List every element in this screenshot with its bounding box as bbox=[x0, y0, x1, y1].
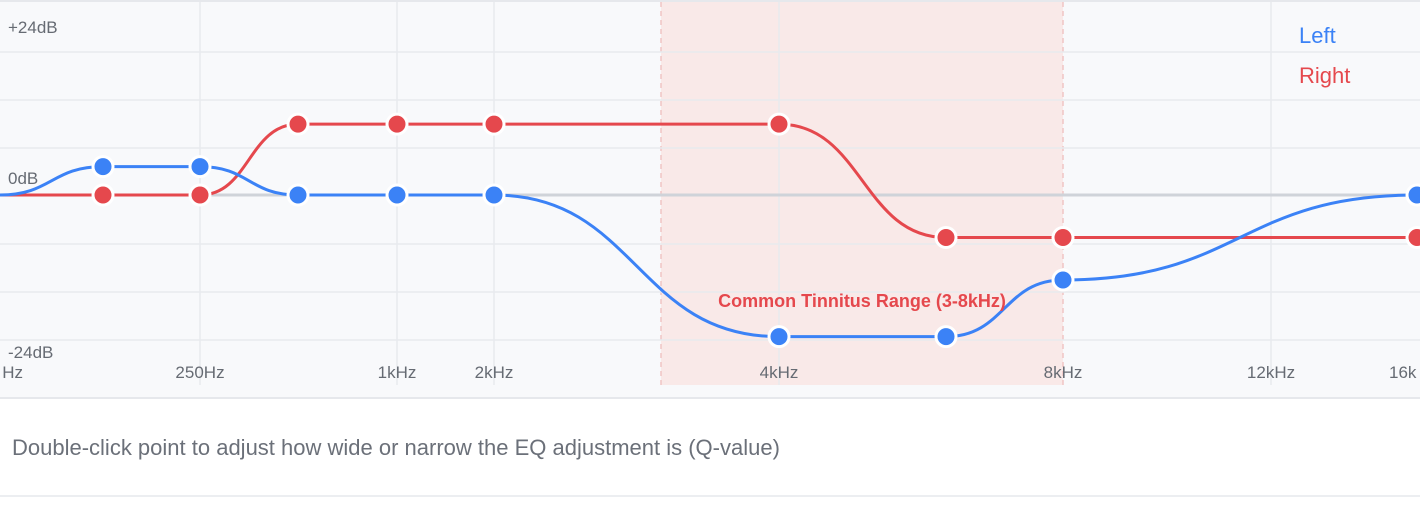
left-eq-point[interactable] bbox=[188, 155, 212, 179]
x-tick-label: 12kHz bbox=[1247, 363, 1295, 382]
left-eq-point[interactable] bbox=[91, 155, 115, 179]
right-eq-point[interactable] bbox=[286, 112, 310, 136]
tinnitus-range-label: Common Tinnitus Range (3-8kHz) bbox=[718, 291, 1006, 311]
right-eq-point[interactable] bbox=[767, 112, 791, 136]
x-tick-label: 1kHz bbox=[378, 363, 417, 382]
y-label-top: +24dB bbox=[8, 18, 58, 37]
x-tick-label: 2kHz bbox=[475, 363, 514, 382]
y-label-zero: 0dB bbox=[8, 169, 38, 188]
x-tick-label: 250Hz bbox=[175, 363, 224, 382]
x-tick-label: 16k bbox=[1389, 363, 1417, 382]
right-eq-point[interactable] bbox=[188, 183, 212, 207]
y-label-bottom: -24dB bbox=[8, 343, 53, 362]
x-tick-label: 4kHz bbox=[760, 363, 799, 382]
x-tick-label: 8kHz bbox=[1044, 363, 1083, 382]
divider bbox=[0, 495, 1420, 497]
right-eq-point[interactable] bbox=[934, 226, 958, 249]
left-eq-point[interactable] bbox=[767, 325, 791, 349]
left-eq-point[interactable] bbox=[934, 325, 958, 349]
left-eq-point[interactable] bbox=[1405, 183, 1420, 207]
q-value-hint: Double-click point to adjust how wide or… bbox=[12, 435, 780, 460]
right-eq-point[interactable] bbox=[91, 183, 115, 207]
right-eq-point[interactable] bbox=[385, 112, 409, 136]
x-tick-label: Hz bbox=[2, 363, 23, 382]
right-eq-point[interactable] bbox=[1405, 226, 1420, 249]
left-eq-point[interactable] bbox=[286, 183, 310, 207]
legend-right[interactable]: Right bbox=[1299, 63, 1350, 88]
eq-chart-panel[interactable]: +24dB 0dB -24dB Hz 250Hz 1kHz 2kHz 4kHz 8kHz 12kH… bbox=[0, 0, 1420, 399]
left-eq-point[interactable] bbox=[1051, 268, 1075, 292]
left-eq-point[interactable] bbox=[482, 183, 506, 207]
legend-left[interactable]: Left bbox=[1299, 23, 1336, 48]
right-eq-point[interactable] bbox=[482, 112, 506, 136]
right-eq-point[interactable] bbox=[1051, 226, 1075, 249]
left-eq-point[interactable] bbox=[385, 183, 409, 207]
